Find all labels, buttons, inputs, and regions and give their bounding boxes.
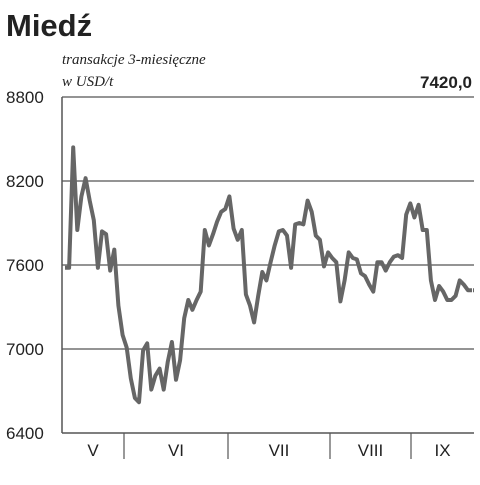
y-tick-label: 8200 — [6, 172, 44, 191]
y-tick-label: 6400 — [6, 424, 44, 443]
x-tick-label: IX — [434, 441, 450, 460]
x-tick-label: VII — [269, 441, 290, 460]
x-tick-label: V — [87, 441, 99, 460]
line — [65, 145, 472, 405]
x-tick-label: VIII — [358, 441, 384, 460]
x-tick-label: VI — [168, 441, 184, 460]
unit: w USD/t — [62, 74, 114, 90]
subtitle: transakcje 3-miesięczne — [62, 52, 206, 68]
y-tick-label: 7600 — [6, 256, 44, 275]
y-tick-label: 7000 — [6, 340, 44, 359]
y-tick-label: 8800 — [6, 88, 44, 107]
last-value-label: 7420,0 — [420, 73, 472, 92]
chart-title: Miedź — [6, 8, 92, 43]
